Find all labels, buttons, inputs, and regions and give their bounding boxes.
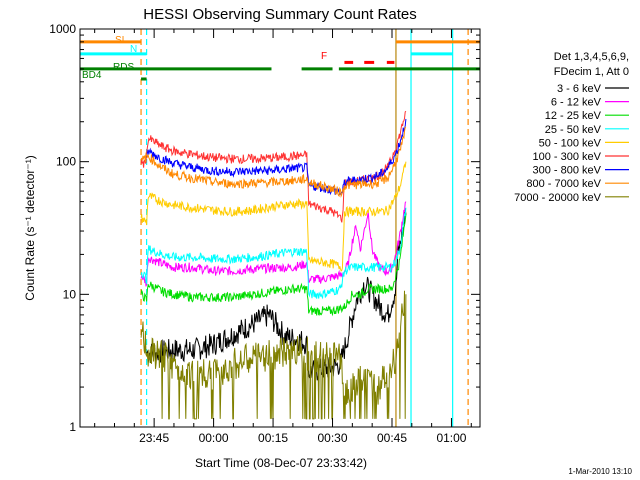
x-tick-label: 00:30: [318, 431, 348, 445]
y-tick-label: 100: [56, 155, 76, 169]
flag-label-n: N: [130, 44, 137, 55]
timestamp: 1-Mar-2010 13:10: [568, 467, 632, 476]
y-tick-label: 10: [63, 287, 77, 301]
legend-label: 300 - 800 keV: [533, 165, 602, 177]
y-axis-label: Count Rate (s⁻¹ detector⁻¹): [23, 155, 37, 300]
series-line-3: [140, 207, 407, 300]
plot-frame: [79, 28, 481, 428]
series-line-2: [140, 214, 407, 317]
flag-label-si: SI: [115, 35, 124, 46]
flag-label-f: F: [321, 51, 327, 62]
legend-label: 6 - 12 keV: [551, 97, 602, 109]
x-tick-label: 00:45: [377, 431, 407, 445]
x-tick-label: 00:15: [258, 431, 288, 445]
x-tick-label: 00:00: [199, 431, 229, 445]
legend-label: 7000 - 20000 keV: [514, 192, 602, 204]
plot-area: [80, 29, 480, 427]
flag-label-rds: RDS: [113, 62, 134, 73]
y-tick-label: 1000: [49, 22, 76, 36]
legend-label: 800 - 7000 keV: [526, 178, 601, 190]
legend-label: 50 - 100 keV: [539, 137, 602, 149]
legend-label: 3 - 6 keV: [557, 83, 602, 95]
legend: Det 1,3,4,5,6,9, FDecim 1, Att 0 3 - 6 k…: [514, 51, 629, 204]
legend-header-1: Det 1,3,4,5,6,9,: [554, 51, 629, 63]
series-line-6: [146, 118, 407, 196]
chart-title: HESSI Observing Summary Count Rates: [143, 6, 416, 23]
x-tick-label: 01:00: [436, 431, 466, 445]
series-line-4: [140, 161, 407, 272]
y-tick-label: 1: [69, 420, 76, 434]
legend-label: 100 - 300 keV: [533, 151, 602, 163]
series-line-7: [140, 126, 407, 198]
series-line-1: [140, 201, 407, 287]
flag-label-bd4: BD4: [82, 70, 102, 81]
legend-label: 12 - 25 keV: [545, 110, 602, 122]
series-line-8: [140, 290, 407, 420]
legend-label: 25 - 50 keV: [545, 124, 602, 136]
legend-header-2: FDecim 1, Att 0: [554, 66, 629, 78]
x-tick-label: 23:45: [139, 431, 169, 445]
x-axis-label: Start Time (08-Dec-07 23:33:42): [195, 456, 367, 470]
